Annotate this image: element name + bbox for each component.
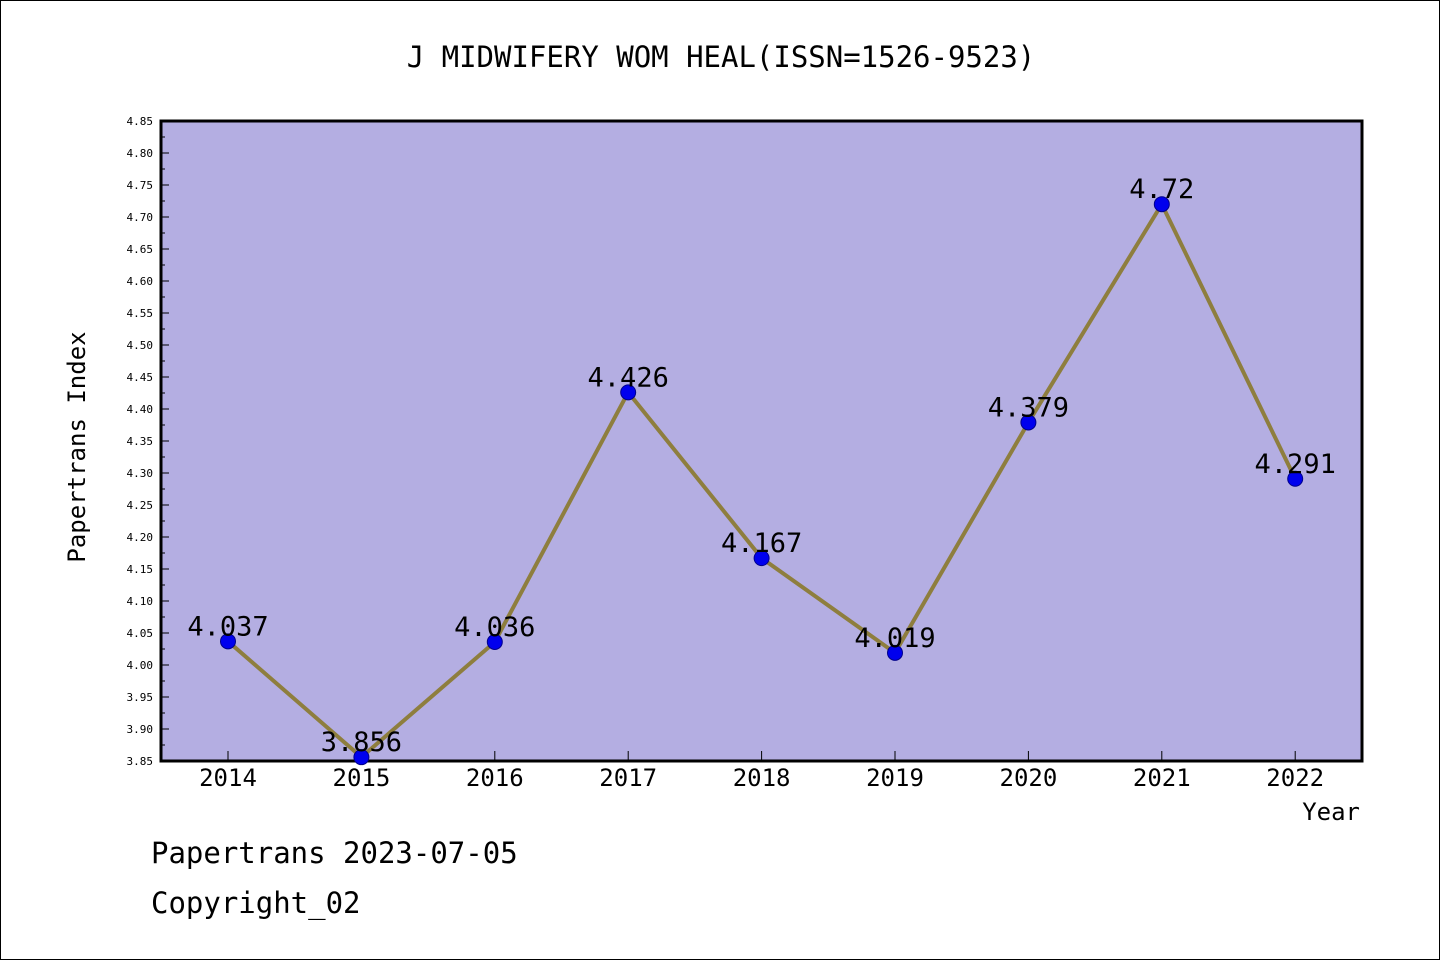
y-tick-label: 4.15 [127, 563, 154, 576]
x-tick-label: 2020 [1000, 764, 1058, 792]
y-tick-label: 4.40 [127, 403, 154, 416]
y-tick-label: 4.45 [127, 371, 154, 384]
data-point [486, 633, 503, 650]
y-tick-label: 4.80 [127, 147, 154, 160]
y-tick-label: 4.20 [127, 531, 154, 544]
data-point [887, 644, 903, 661]
data-point [220, 633, 236, 650]
y-tick-label: 4.30 [127, 467, 154, 480]
data-markers [220, 196, 1304, 766]
y-tick-label: 4.75 [127, 179, 154, 192]
data-label: 4.036 [454, 612, 535, 643]
data-labels: 4.037 3.856 4.036 4.426 4.167 4.019 4.379 4.72 4… [187, 174, 1335, 758]
y-tick-label: 4.60 [127, 275, 154, 288]
x-axis-ticks: 2014 2015 2016 2017 2018 2019 2020 2021 2022 [199, 751, 1324, 792]
y-tick-label: 4.10 [127, 595, 154, 608]
y-tick-label: 4.70 [127, 211, 154, 224]
y-tick-label: 4.85 [127, 115, 154, 128]
data-label: 4.167 [721, 528, 802, 559]
y-tick-label: 4.55 [127, 307, 154, 320]
data-label: 4.379 [988, 392, 1069, 423]
footer-date: Papertrans 2023-07-05 [151, 836, 518, 870]
data-label: 4.291 [1255, 449, 1336, 480]
y-tick-label: 4.00 [127, 659, 154, 672]
x-axis-title: Year [1302, 798, 1360, 826]
y-tick-label: 4.50 [127, 339, 154, 352]
y-tick-label: 4.65 [127, 243, 154, 256]
data-label: 4.72 [1129, 174, 1194, 205]
data-point [753, 550, 770, 567]
y-tick-label: 4.05 [127, 627, 154, 640]
data-label: 4.037 [187, 611, 268, 642]
x-tick-label: 2022 [1266, 764, 1324, 792]
y-tick-label: 4.25 [127, 499, 154, 512]
data-point [353, 749, 370, 766]
plot-area [159, 119, 1364, 763]
y-axis-ticks: 3.85 3.90 3.95 4.00 4.05 4.10 4.15 4.20 4.25 4.30… [127, 115, 169, 768]
data-point [620, 384, 637, 401]
y-tick-label: 4.35 [127, 435, 154, 448]
y-axis-title: Papertrans Index [63, 331, 91, 562]
y-tick-label: 3.85 [127, 755, 154, 768]
x-tick-label: 2021 [1133, 764, 1191, 792]
y-tick-label: 3.95 [127, 691, 154, 704]
x-tick-label: 2017 [599, 764, 657, 792]
x-tick-label: 2019 [866, 764, 924, 792]
data-label: 3.856 [321, 727, 402, 758]
x-tick-label: 2014 [199, 764, 257, 792]
data-point [1287, 470, 1304, 487]
data-point [1020, 414, 1037, 431]
x-tick-label: 2016 [466, 764, 524, 792]
x-tick-label: 2018 [733, 764, 791, 792]
y-tick-label: 3.90 [127, 723, 154, 736]
data-label: 4.019 [854, 623, 935, 654]
data-point [1153, 196, 1170, 213]
chart-title: J MIDWIFERY WOM HEAL(ISSN=1526-9523) [407, 40, 1036, 74]
x-tick-label: 2015 [333, 764, 391, 792]
data-label: 4.426 [588, 362, 669, 393]
footer-copyright: Copyright_02 [151, 886, 361, 920]
